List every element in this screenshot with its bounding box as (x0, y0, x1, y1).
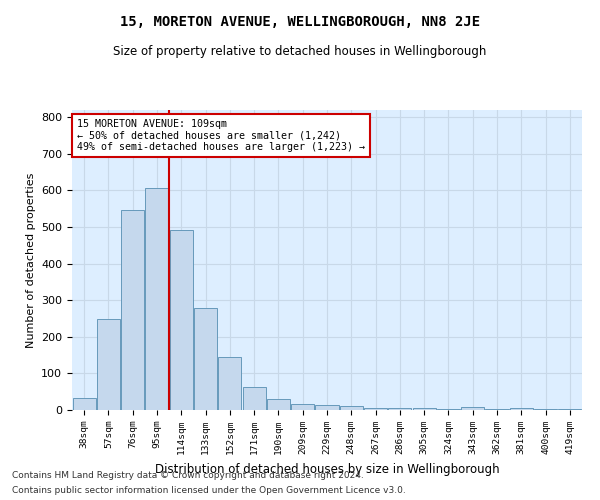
Text: 15, MORETON AVENUE, WELLINGBOROUGH, NN8 2JE: 15, MORETON AVENUE, WELLINGBOROUGH, NN8 … (120, 15, 480, 29)
Text: Size of property relative to detached houses in Wellingborough: Size of property relative to detached ho… (113, 45, 487, 58)
Text: Contains HM Land Registry data © Crown copyright and database right 2024.: Contains HM Land Registry data © Crown c… (12, 471, 364, 480)
Bar (413, 408, 436, 410)
Bar (97, 320, 120, 410)
Bar (364, 408, 387, 410)
Bar (242, 387, 266, 410)
Bar (316, 405, 338, 410)
Bar (388, 408, 412, 410)
Bar (291, 404, 314, 410)
Bar (559, 408, 581, 410)
Bar (267, 399, 290, 410)
Bar (73, 398, 95, 410)
Bar (145, 188, 169, 410)
Text: Contains public sector information licensed under the Open Government Licence v3: Contains public sector information licen… (12, 486, 406, 495)
Bar (461, 408, 484, 410)
Bar (218, 357, 241, 410)
Bar (121, 210, 144, 410)
Y-axis label: Number of detached properties: Number of detached properties (26, 172, 35, 348)
Bar (510, 408, 533, 410)
X-axis label: Distribution of detached houses by size in Wellingborough: Distribution of detached houses by size … (155, 462, 499, 475)
Bar (340, 406, 363, 410)
Text: 15 MORETON AVENUE: 109sqm
← 50% of detached houses are smaller (1,242)
49% of se: 15 MORETON AVENUE: 109sqm ← 50% of detac… (77, 119, 365, 152)
Bar (194, 308, 217, 410)
Bar (170, 230, 193, 410)
